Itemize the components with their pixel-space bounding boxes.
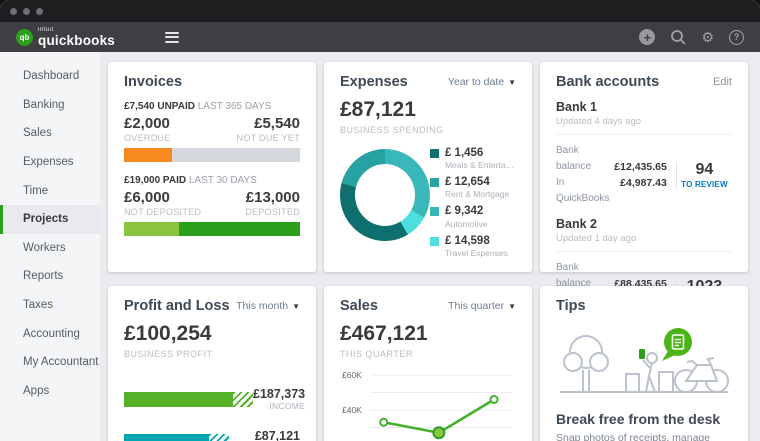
sidebar-item-projects[interactable]: Projects bbox=[0, 204, 100, 234]
window-titlebar bbox=[0, 0, 760, 22]
svg-text:£60K: £60K bbox=[342, 370, 362, 380]
paid-progress-bar[interactable] bbox=[124, 222, 300, 236]
help-icon[interactable]: ? bbox=[729, 29, 744, 45]
bicycle-icon bbox=[674, 357, 729, 393]
svg-text:£40K: £40K bbox=[342, 405, 362, 415]
quickbooks-logo[interactable]: qb intuit quickbooks bbox=[16, 27, 115, 48]
legend-swatch bbox=[429, 149, 439, 158]
profit-amount-label: BUSINESS PROFIT bbox=[124, 349, 213, 359]
not-due-label: NOT DUE YET bbox=[236, 133, 300, 143]
not-deposited-label: NOT DEPOSITED bbox=[124, 207, 202, 217]
bank-account-1: Bank 1 Updated 4 days ago Bank balance I… bbox=[556, 100, 732, 207]
unpaid-progress-bar[interactable] bbox=[124, 148, 300, 162]
sidebar-item-expenses[interactable]: Expenses bbox=[23, 156, 74, 169]
window-maximize-button[interactable] bbox=[36, 7, 43, 15]
gear-icon[interactable]: ⚙ bbox=[701, 28, 714, 45]
phone-icon bbox=[639, 349, 645, 359]
legend-item: £ 9,342 Automotive bbox=[429, 205, 516, 229]
mobile-app-illustration bbox=[560, 328, 729, 393]
sidebar-item-time[interactable]: Time bbox=[23, 184, 49, 197]
deposited-label: DEPOSITED bbox=[245, 207, 300, 217]
profit-amount: £100,254 bbox=[124, 322, 212, 345]
sidebar-item-banking[interactable]: Banking bbox=[23, 98, 65, 111]
to-review-link[interactable]: 94 TO REVIEW bbox=[675, 161, 732, 189]
edit-button[interactable]: Edit bbox=[713, 76, 732, 88]
expenses-card-title[interactable]: Expenses bbox=[340, 74, 408, 90]
bank-accounts-card: Bank accounts Edit Bank 1 Updated 4 days… bbox=[540, 62, 748, 372]
tip-heading: Break free from the desk bbox=[556, 411, 721, 427]
expenses-legend: £ 1,456 Meals & Entertain... £ 12,654 Rent… bbox=[429, 147, 516, 264]
sales-range-dropdown[interactable]: This quarter ▼ bbox=[448, 300, 516, 312]
expenses-card: Expenses Year to date ▼ £87,121 BUSINESS… bbox=[324, 62, 532, 272]
sidebar-nav: Dashboard Banking Sales Expenses Time Pr… bbox=[0, 52, 100, 441]
intuit-label: intuit bbox=[38, 26, 54, 33]
expenses-amount-label: BUSINESS SPENDING bbox=[340, 125, 444, 135]
overdue-amount: £2,000 bbox=[124, 115, 170, 132]
tips-card: Tips bbox=[540, 286, 748, 441]
expenses-donut-chart bbox=[340, 149, 430, 241]
sidebar-item-sales[interactable]: Sales bbox=[23, 127, 52, 140]
window-minimize-button[interactable] bbox=[23, 7, 30, 15]
paid-summary: £19,000 PAID LAST 30 DAYS bbox=[124, 175, 257, 186]
in-quickbooks-value: £4,987.43 bbox=[620, 177, 667, 189]
sidebar-item-workers[interactable]: Workers bbox=[23, 241, 66, 254]
unpaid-summary: £7,540 UNPAID LAST 365 DAYS bbox=[124, 101, 272, 112]
sidebar-item-dashboard[interactable]: Dashboard bbox=[23, 70, 80, 83]
profit-loss-bar-chart: £187,373 INCOME £87,121 SPENDING bbox=[124, 387, 305, 441]
dashboard-content: Invoices £7,540 UNPAID LAST 365 DAYS £2,… bbox=[100, 52, 760, 441]
sidebar-item-reports[interactable]: Reports bbox=[23, 270, 64, 283]
expenses-range-dropdown[interactable]: Year to date ▼ bbox=[447, 76, 516, 88]
sales-amount: £467,121 bbox=[340, 322, 428, 345]
receipt-bubble-icon bbox=[662, 328, 692, 361]
invoices-card: Invoices £7,540 UNPAID LAST 365 DAYS £2,… bbox=[108, 62, 316, 272]
tip-body: Snap photos of receipts, manage invoices… bbox=[556, 432, 711, 441]
income-bar bbox=[124, 391, 253, 407]
sales-card: Sales This quarter ▼ £467,121 THIS QUART… bbox=[324, 286, 532, 441]
deposited-amount: £13,000 bbox=[245, 189, 300, 206]
profit-loss-range-dropdown[interactable]: This month ▼ bbox=[236, 300, 300, 312]
person-bench-icon bbox=[625, 352, 674, 393]
sidebar-item-apps[interactable]: Apps bbox=[23, 384, 50, 397]
quickbooks-label: quickbooks bbox=[38, 32, 116, 48]
not-due-amount: £5,540 bbox=[254, 115, 300, 132]
profit-loss-card: Profit and Loss This month ▼ £100,254 BU… bbox=[108, 286, 316, 441]
bank-accounts-card-title[interactable]: Bank accounts bbox=[556, 74, 660, 90]
window-close-button[interactable] bbox=[10, 7, 17, 15]
bank-balance-value: £12,435.65 bbox=[614, 161, 667, 173]
expenses-amount: £87,121 bbox=[340, 98, 416, 121]
legend-swatch bbox=[429, 236, 439, 246]
legend-swatch bbox=[429, 178, 439, 188]
add-icon[interactable]: + bbox=[639, 29, 656, 45]
spending-bar bbox=[124, 434, 229, 441]
overdue-label: OVERDUE bbox=[124, 133, 171, 143]
legend-item: £ 12,654 Rent & Mortgage bbox=[429, 176, 516, 199]
legend-item: £ 1,456 Meals & Entertain... bbox=[429, 147, 516, 170]
hamburger-menu-icon[interactable] bbox=[165, 31, 180, 43]
sidebar-item-accounting[interactable]: Accounting bbox=[23, 327, 80, 340]
sales-card-title[interactable]: Sales bbox=[340, 298, 378, 314]
legend-swatch bbox=[429, 207, 439, 217]
chevron-down-icon: ▼ bbox=[292, 301, 300, 311]
chevron-down-icon: ▼ bbox=[508, 301, 516, 311]
sidebar-item-taxes[interactable]: Taxes bbox=[23, 299, 54, 312]
not-deposited-amount: £6,000 bbox=[124, 189, 170, 206]
tips-card-title: Tips bbox=[556, 298, 586, 314]
legend-item: £ 14,598 Travel Expenses bbox=[429, 235, 516, 258]
search-icon[interactable] bbox=[670, 29, 686, 45]
qb-logo-icon: qb bbox=[16, 28, 33, 46]
sales-amount-label: THIS QUARTER bbox=[340, 349, 413, 359]
sidebar-item-my-accountant[interactable]: My Accountant bbox=[23, 356, 99, 369]
chevron-down-icon: ▼ bbox=[508, 77, 516, 87]
profit-loss-card-title[interactable]: Profit and Loss bbox=[124, 298, 230, 314]
sales-line-chart: £60K£40K£20K bbox=[342, 370, 512, 441]
invoices-card-title[interactable]: Invoices bbox=[124, 74, 183, 90]
app-header: qb intuit quickbooks + ⚙ ? bbox=[0, 22, 760, 52]
tree-icon bbox=[563, 335, 609, 392]
